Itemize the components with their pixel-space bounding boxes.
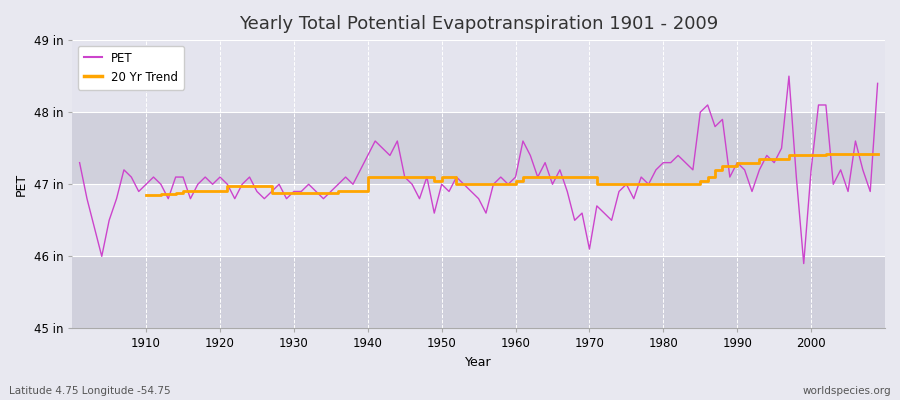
X-axis label: Year: Year <box>465 356 492 369</box>
Bar <box>72 40 885 112</box>
Bar <box>72 256 885 328</box>
Text: worldspecies.org: worldspecies.org <box>803 386 891 396</box>
Title: Yearly Total Potential Evapotranspiration 1901 - 2009: Yearly Total Potential Evapotranspiratio… <box>239 15 718 33</box>
Text: Latitude 4.75 Longitude -54.75: Latitude 4.75 Longitude -54.75 <box>9 386 171 396</box>
Bar <box>72 112 885 184</box>
Y-axis label: PET: PET <box>15 173 28 196</box>
Legend: PET, 20 Yr Trend: PET, 20 Yr Trend <box>78 46 184 90</box>
Bar <box>72 184 885 256</box>
